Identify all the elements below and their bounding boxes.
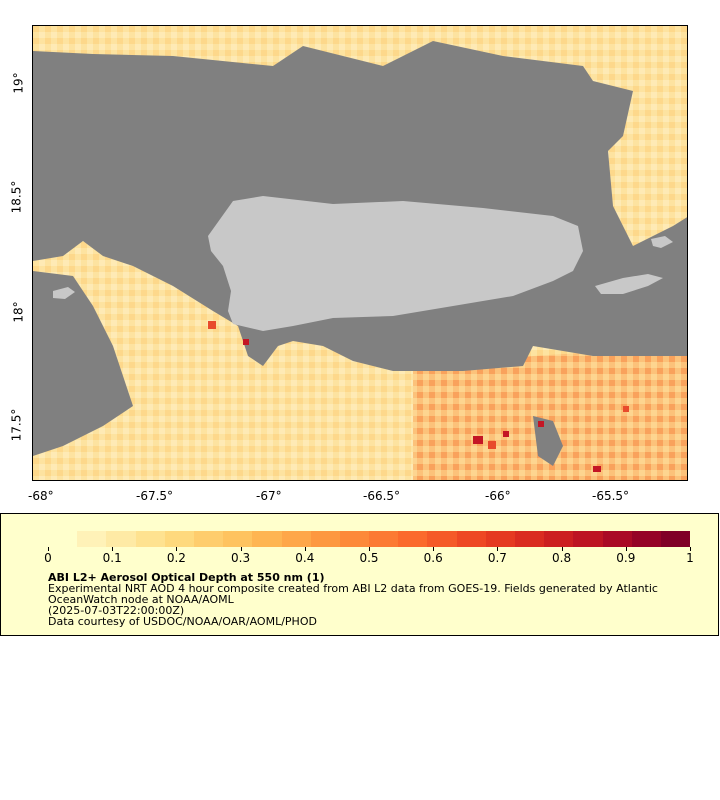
vieques-island [595, 274, 663, 294]
y-tick-label: 17.5° [9, 408, 24, 442]
x-tick-label: -68° [28, 489, 54, 503]
colorbar-segment [164, 531, 194, 547]
colorbar-tick-mark [561, 547, 563, 551]
x-tick-label: -67° [256, 489, 282, 503]
colorbar-segment [660, 531, 691, 547]
colorbar-segment [485, 531, 515, 547]
colorbar-segment [135, 531, 165, 547]
colorbar-segment [48, 531, 78, 547]
mona-island [53, 287, 75, 299]
high-aod-spots [208, 321, 629, 472]
legend-credit: Data courtesy of USDOC/NOAA/OAR/AOML/PHO… [48, 615, 317, 628]
colorbar-segment [573, 531, 603, 547]
colorbar-segment [515, 531, 545, 547]
aod-elevated-region [413, 346, 687, 480]
colorbar-segment [369, 531, 399, 547]
colorbar-segment [398, 531, 428, 547]
legend-timestamp: (2025-07-03T22:00:00Z) [48, 604, 185, 617]
colorbar-segment [544, 531, 574, 547]
colorbar-segment [602, 531, 632, 547]
colorbar-tick-label: 0.1 [102, 551, 122, 565]
y-tick-label: 18° [11, 301, 26, 323]
colorbar-segment [339, 531, 370, 547]
colorbar-tick-label: 0.8 [552, 551, 572, 565]
colorbar-tick-label: 0.3 [231, 551, 251, 565]
colorbar-tick-mark [48, 547, 49, 551]
colorbar-segment [310, 531, 340, 547]
colorbar-segment [631, 531, 661, 547]
x-tick-label: -66° [485, 489, 511, 503]
colorbar-tick-label: 0.2 [166, 551, 186, 565]
x-tick-label: -67.5° [136, 489, 174, 503]
colorbar-tick-mark [625, 547, 627, 551]
colorbar-tick-mark [112, 547, 114, 551]
colorbar-tick-mark [304, 547, 306, 551]
colorbar-tick-label: 0.4 [295, 551, 315, 565]
colorbar-segment [456, 531, 486, 547]
aod-map[interactable] [33, 26, 688, 481]
colorbar-tick-mark [433, 547, 435, 551]
colorbar-segment [77, 531, 107, 547]
colorbar-tick-mark [497, 547, 499, 551]
colorbar-segment [281, 531, 311, 547]
colorbar-tick-mark [240, 547, 242, 551]
colorbar-tick-label: 0.9 [616, 551, 636, 565]
map-panel[interactable] [32, 25, 688, 481]
colorbar-segment [106, 531, 136, 547]
culebra-island [651, 236, 673, 248]
legend-panel: 0 0.1 0.2 0.3 0.4 0.5 0.6 0.7 0.8 0.9 1 ABI L2+ Ae… [0, 513, 719, 636]
colorbar-tick-mark [690, 547, 691, 551]
legend-description: Experimental NRT AOD 4 hour composite cr… [48, 582, 658, 595]
colorbar-tick-label: 1 [686, 551, 694, 565]
legend-description-cont: OceanWatch node at NOAA/AOML [48, 593, 234, 606]
colorbar-tick-label: 0.5 [359, 551, 379, 565]
puerto-rico-landmass [208, 196, 583, 331]
y-tick-label: 18.5° [9, 180, 24, 214]
colorbar-segment [193, 531, 224, 547]
legend-title: ABI L2+ Aerosol Optical Depth at 550 nm … [48, 571, 325, 584]
colorbar [48, 531, 691, 547]
colorbar-tick-mark [369, 547, 370, 551]
colorbar-segment [223, 531, 253, 547]
colorbar-tick-label: 0.6 [423, 551, 443, 565]
x-tick-label: -65.5° [592, 489, 630, 503]
y-tick-label: 19° [11, 72, 26, 94]
colorbar-tick-mark [176, 547, 178, 551]
colorbar-segment [252, 531, 282, 547]
colorbar-tick-label: 0.7 [487, 551, 507, 565]
colorbar-tick-label: 0 [44, 551, 52, 565]
x-tick-label: -66.5° [363, 489, 401, 503]
colorbar-segment [427, 531, 457, 547]
